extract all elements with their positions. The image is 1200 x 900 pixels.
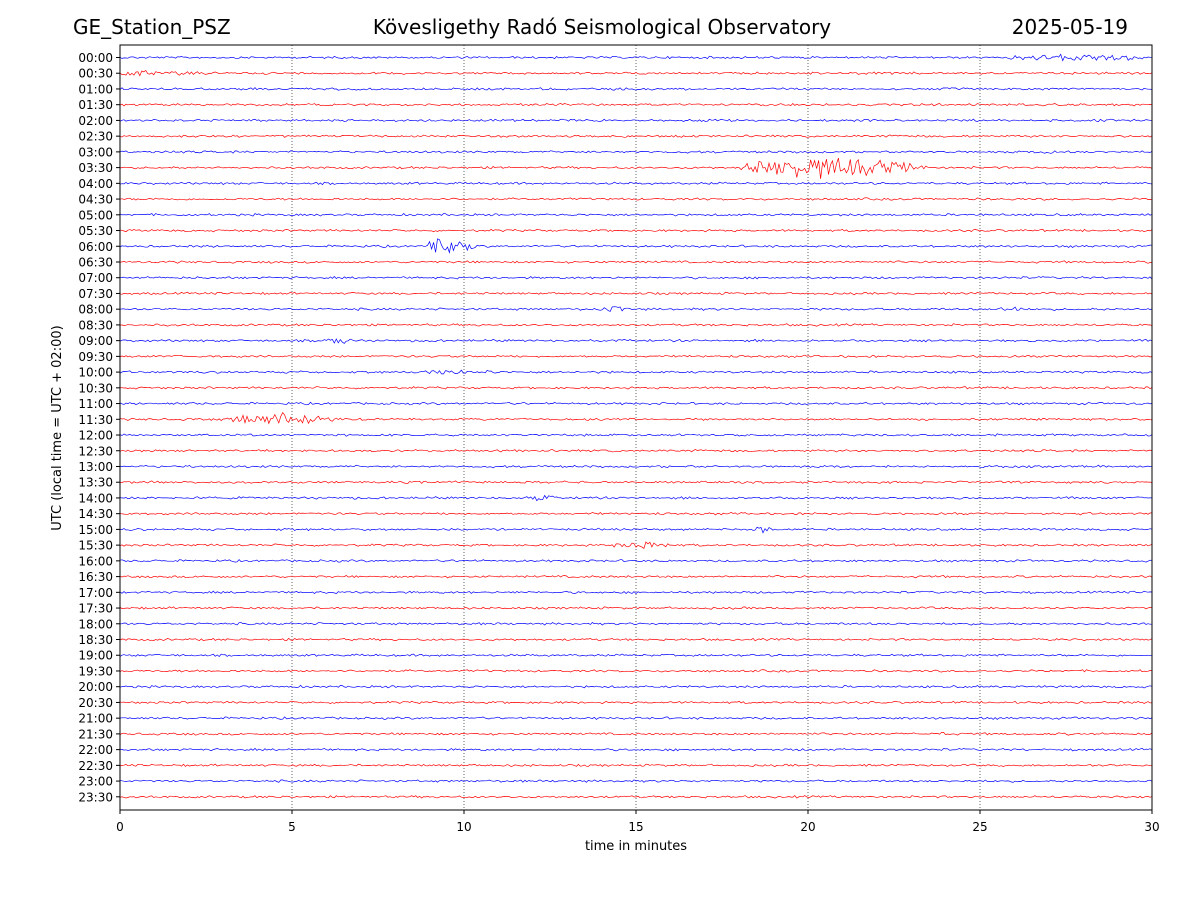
y-tick-label: 01:00 [78, 82, 113, 96]
x-axis: 0 5 10 15 20 25 30 [116, 810, 1159, 834]
trace-line [120, 496, 1152, 501]
y-tick-label: 10:30 [78, 381, 113, 395]
trace-line [120, 229, 1152, 232]
y-tick-label: 10:00 [78, 366, 113, 380]
trace-line [120, 450, 1152, 453]
y-tick-label: 11:30 [78, 413, 113, 427]
y-tick-label: 00:30 [78, 67, 113, 81]
trace-line [120, 370, 1152, 374]
trace-line [120, 623, 1152, 626]
y-tick-label: 17:00 [78, 586, 113, 600]
x-tick-label: 20 [800, 820, 815, 834]
y-tick-label: 07:00 [78, 271, 113, 285]
y-tick-label: 18:30 [78, 633, 113, 647]
y-tick-label: 04:00 [78, 177, 113, 191]
trace-line [120, 638, 1152, 641]
helicorder-chart: 00:00 00:3001:00 01:30 02:00 02:3003:00 03:30… [0, 0, 1200, 900]
y-tick-label: 18:00 [78, 617, 113, 631]
trace-line [120, 512, 1152, 515]
x-tick-label: 5 [288, 820, 296, 834]
y-tick-label: 03:00 [78, 145, 113, 159]
y-tick-label: 16:30 [78, 570, 113, 584]
x-axis-label: time in minutes [585, 839, 687, 854]
y-tick-label: 20:30 [78, 696, 113, 710]
y-tick-label: 22:00 [78, 743, 113, 757]
trace-line [120, 542, 1152, 548]
x-tick-label: 0 [116, 820, 124, 834]
y-tick-label: 04:30 [78, 193, 113, 207]
trace-line [120, 701, 1152, 704]
y-tick-label: 07:30 [78, 287, 113, 301]
y-tick-label: 09:30 [78, 350, 113, 364]
trace-line [120, 607, 1152, 610]
y-tick-label: 19:00 [78, 649, 113, 663]
y-tick-label: 12:30 [78, 444, 113, 458]
y-tick-label: 02:00 [78, 114, 113, 128]
trace-line [120, 387, 1152, 390]
y-tick-label: 13:00 [78, 460, 113, 474]
y-tick-label: 12:00 [78, 429, 113, 443]
y-tick-label: 17:30 [78, 602, 113, 616]
y-tick-label: 15:30 [78, 539, 113, 553]
y-tick-label: 02:30 [78, 130, 113, 144]
x-tick-label: 30 [1144, 820, 1159, 834]
y-tick-label: 13:30 [78, 476, 113, 490]
y-tick-label: 21:00 [78, 712, 113, 726]
trace-line [120, 151, 1152, 154]
y-tick-label: 03:30 [78, 161, 113, 175]
y-tick-label: 06:00 [78, 240, 113, 254]
y-tick-label: 01:30 [78, 98, 113, 112]
y-tick-label: 08:00 [78, 303, 113, 317]
y-tick-label: 22:30 [78, 759, 113, 773]
y-tick-label: 20:00 [78, 680, 113, 694]
y-tick-label: 23:30 [78, 790, 113, 804]
trace-line [120, 402, 1152, 405]
trace-line [120, 764, 1152, 767]
y-tick-label: 21:30 [78, 727, 113, 741]
grid-lines [292, 45, 980, 810]
x-tick-label: 10 [456, 820, 471, 834]
trace-line [120, 717, 1152, 720]
y-tick-label: 05:30 [78, 224, 113, 238]
trace-line [120, 575, 1152, 578]
y-tick-label: 14:30 [78, 507, 113, 521]
trace-line [120, 71, 1152, 76]
y-tick-label: 05:00 [78, 208, 113, 222]
y-tick-label: 19:30 [78, 664, 113, 678]
y-tick-label: 06:30 [78, 255, 113, 269]
y-tick-label: 08:30 [78, 318, 113, 332]
y-tick-label: 23:00 [78, 775, 113, 789]
trace-line [120, 158, 1152, 179]
y-tick-label: 14:00 [78, 491, 113, 505]
y-tick-label: 09:00 [78, 334, 113, 348]
y-axis-label: UTC (local time = UTC + 02:00) [50, 325, 65, 530]
y-tick-label: 00:00 [78, 51, 113, 65]
trace-line [120, 307, 1152, 312]
y-tick-label: 11:00 [78, 397, 113, 411]
x-tick-label: 15 [628, 820, 643, 834]
x-tick-label: 25 [972, 820, 987, 834]
y-tick-label: 15:00 [78, 523, 113, 537]
trace-line [120, 119, 1152, 122]
y-tick-label: 16:00 [78, 554, 113, 568]
